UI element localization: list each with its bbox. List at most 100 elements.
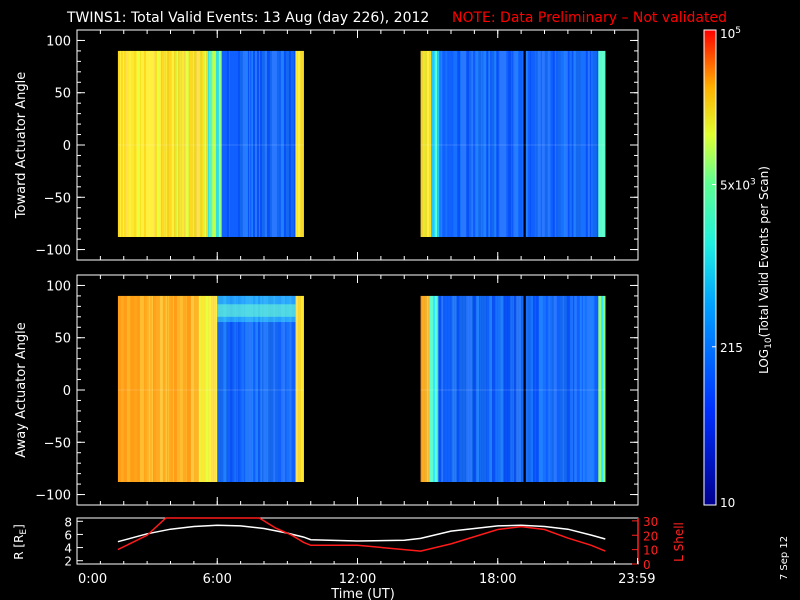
heatmap-column [248, 295, 252, 482]
heatmap-column [457, 50, 461, 237]
heatmap-column [172, 295, 175, 482]
r-axis-label-text: R [R [12, 535, 26, 560]
heatmap-column [207, 50, 210, 237]
heatmap-column [292, 295, 296, 482]
heatmap-column [151, 50, 155, 237]
heatmap-column [455, 50, 458, 237]
heatmap-column [506, 50, 509, 237]
heatmap-column [178, 50, 181, 237]
heatmap-column [454, 295, 457, 482]
heatmap-column [148, 295, 151, 482]
heatmap-column [552, 50, 555, 237]
heatmap-column [568, 50, 570, 237]
heatmap-column [479, 295, 481, 482]
heatmap-column [120, 295, 125, 482]
heatmap-column [466, 295, 468, 482]
heatmap-column [179, 295, 184, 482]
heatmap-column [268, 295, 271, 482]
heatmap-column [269, 50, 273, 237]
heatmap-column [469, 295, 473, 482]
heatmap-column [540, 50, 542, 237]
heatmap-column [199, 50, 201, 237]
heatmap-column [250, 50, 253, 237]
heatmap-column [198, 295, 201, 482]
heatmap-column [486, 295, 490, 482]
heatmap-column [171, 50, 175, 237]
heatmap-column [215, 295, 218, 482]
heatmap-column [542, 295, 544, 482]
heatmap-column [553, 295, 555, 482]
heatmap-column [576, 295, 580, 482]
heatmap-column [495, 295, 498, 482]
heatmap-column [270, 295, 274, 482]
heatmap-column [204, 50, 207, 237]
heatmap-column [476, 295, 480, 482]
heatmap-column [462, 295, 466, 482]
heatmap-column [439, 295, 442, 482]
colorbar-label-end: (Total Valid Events per Scan) [757, 166, 771, 337]
heatmap-column [129, 295, 132, 482]
heatmap-column [474, 50, 476, 237]
heatmap-column [598, 50, 601, 237]
heatmap-column [464, 50, 467, 237]
heatmap-column [228, 50, 231, 237]
heatmap-column [471, 50, 474, 237]
heatmap-column [170, 295, 173, 482]
heatmap-column [584, 295, 587, 482]
heatmap-column [585, 50, 588, 237]
heatmap-column [205, 295, 209, 482]
heatmap-column [428, 295, 431, 482]
heatmap-column [580, 50, 583, 237]
heatmap-column [518, 295, 522, 482]
heatmap-column [208, 295, 212, 482]
heatmap-column [239, 50, 242, 237]
heatmap-column [226, 50, 229, 237]
heatmap-column [563, 50, 566, 237]
heatmap-column [470, 50, 472, 237]
heatmap-column [155, 295, 160, 482]
zero-angle-stripe [420, 144, 606, 146]
heatmap-column [447, 50, 450, 237]
heatmap-column [529, 50, 531, 237]
heatmap-column [604, 50, 606, 237]
heatmap-column [291, 295, 293, 482]
heatmap-column [520, 50, 523, 237]
heatmap-column [185, 50, 189, 237]
heatmap-column [201, 50, 204, 237]
heatmap-column [190, 295, 195, 482]
heatmap-column [153, 295, 157, 482]
heatmap-column [524, 50, 526, 237]
heatmap-column [590, 50, 593, 237]
heatmap-column [514, 295, 517, 482]
colorbar-tick-label: 5x103 [720, 177, 756, 192]
heatmap-column [438, 295, 440, 482]
heatmap-column [211, 295, 214, 482]
heatmap-column [152, 295, 155, 482]
heatmap-column [439, 50, 441, 237]
heatmap-column [489, 295, 493, 482]
heatmap-column [556, 295, 560, 482]
data-block [420, 295, 606, 482]
heatmap-column [429, 50, 432, 237]
heatmap-column [130, 50, 135, 237]
heatmap-column [275, 295, 279, 482]
heatmap-column [196, 50, 200, 237]
heatmap-column [261, 50, 266, 237]
data-block [117, 50, 304, 237]
heatmap-column [574, 295, 577, 482]
heatmap-column [525, 50, 528, 237]
heatmap-column [133, 50, 137, 237]
y-tick-label: 50 [54, 87, 71, 102]
heatmap-column [449, 50, 451, 237]
heatmap-column [204, 295, 206, 482]
heatmap-column [123, 50, 127, 237]
heatmap-column [149, 295, 153, 482]
heatmap-column [494, 50, 497, 237]
heatmap-column [547, 295, 549, 482]
heatmap-column [475, 50, 479, 237]
heatmap-column [527, 295, 531, 482]
heatmap-column [212, 50, 217, 237]
heatmap-column [140, 50, 145, 237]
colorbar-tick-label: 215 [720, 341, 743, 355]
heatmap-column [237, 295, 239, 482]
